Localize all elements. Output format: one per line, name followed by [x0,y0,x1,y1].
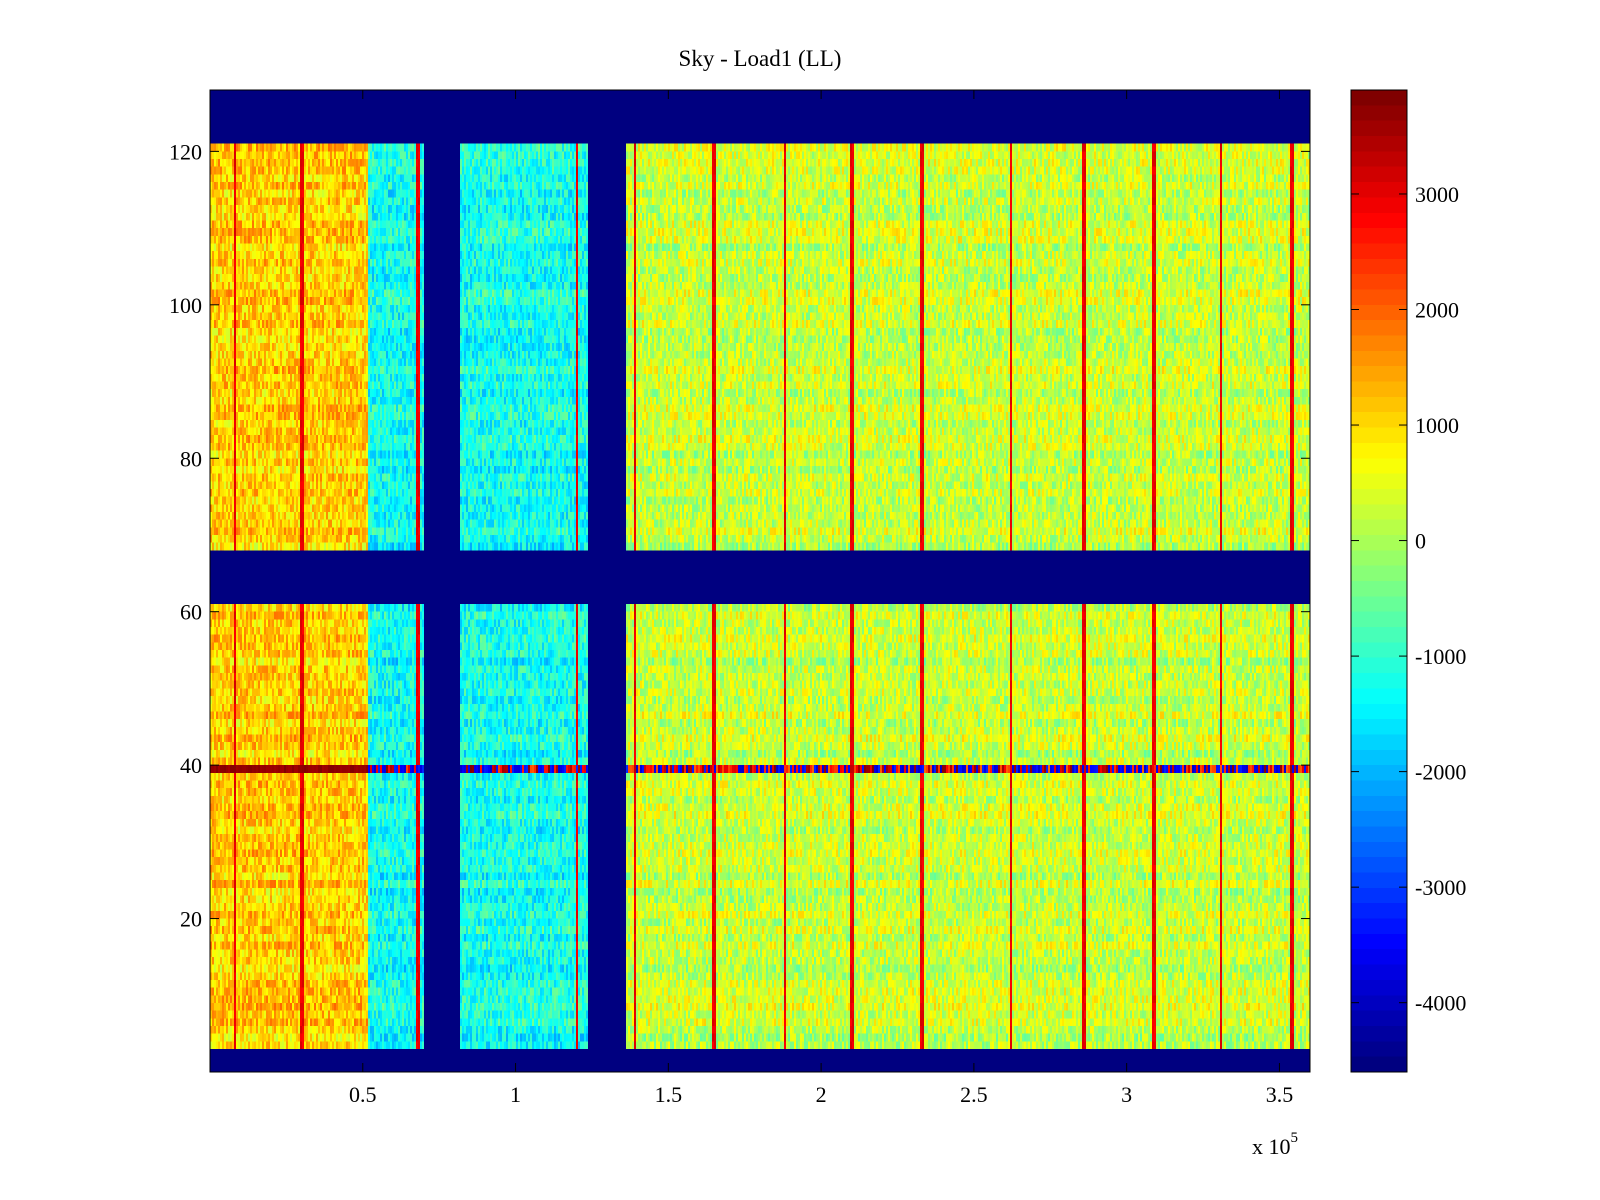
y-tick-label: 80 [180,446,202,471]
colorbar-tick-label: 1000 [1415,413,1459,438]
y-tick-label: 60 [180,600,202,625]
colorbar: 3000 2000 1000 0 -1000 -2000 -3000 -4000 [1350,89,1466,1073]
x-tick-label: 2.5 [960,1082,988,1107]
colorbar-tick-label: -2000 [1415,760,1466,785]
colorbar-tick-label: -1000 [1415,644,1466,669]
colorbar-tick-label: 3000 [1415,182,1459,207]
x-tick-label: 3.5 [1266,1082,1294,1107]
x-exponent-base: x 10 [1252,1134,1291,1159]
colorbar-tick-label: -4000 [1415,991,1466,1016]
colorbar-tick-label: 2000 [1415,298,1459,323]
x-tick-label: 0.5 [349,1082,377,1107]
heatmap-image [210,90,1310,1072]
x-tick-label: 2 [816,1082,827,1107]
y-tick-label: 20 [180,907,202,932]
colorbar-tick-label: 0 [1415,529,1426,554]
colorbar-tick-label: -3000 [1415,875,1466,900]
heatmap-plot-area [209,89,1311,1073]
y-axis: 20 40 60 80 100 120 [169,139,1310,932]
x-tick-label: 1 [510,1082,521,1107]
y-tick-label: 120 [169,139,202,164]
x-axis-exponent-label: x 105 [1252,1130,1298,1159]
x-tick-label: 3 [1121,1082,1132,1107]
x-exponent-power: 5 [1291,1130,1299,1146]
x-axis: 0.5 1 1.5 2 2.5 3 3.5 [349,90,1293,1107]
x-tick-label: 1.5 [655,1082,683,1107]
plot-frame [209,89,1311,1073]
chart-title: Sky - Load1 (LL) [679,46,842,71]
colorbar-ticks: 3000 2000 1000 0 -1000 -2000 -3000 -4000 [1351,182,1466,1016]
colorbar-frame [1350,89,1408,1073]
y-tick-label: 40 [180,753,202,778]
y-tick-label: 100 [169,293,202,318]
colorbar-gradient [1351,90,1407,1072]
